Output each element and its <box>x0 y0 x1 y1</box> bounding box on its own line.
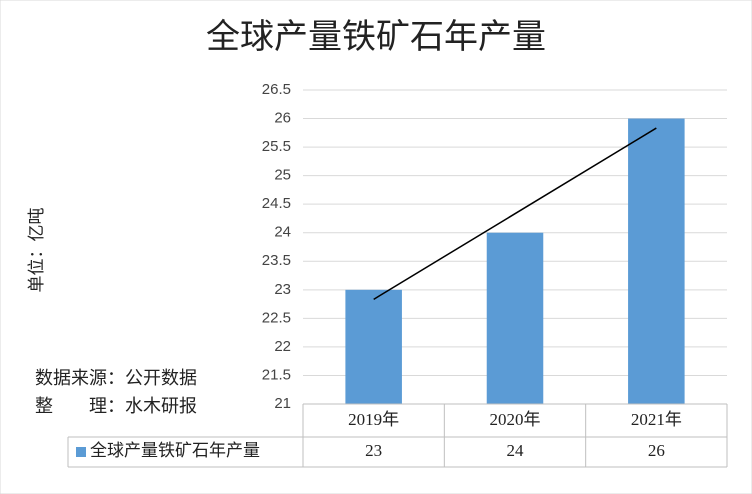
bar <box>628 118 685 404</box>
editor-note: 整 理：水木研报 <box>35 396 197 416</box>
table-value: 23 <box>365 441 382 460</box>
y-tick-label: 23 <box>274 281 291 298</box>
x-tick-label: 2019年 <box>348 410 399 429</box>
y-axis-label: 单位：亿吨 <box>27 208 46 293</box>
y-tick-label: 25.5 <box>262 138 291 155</box>
trendline <box>373 127 657 300</box>
y-tick-label: 24 <box>274 224 291 241</box>
source-note: 数据来源：公开数据 <box>35 368 197 388</box>
x-tick-label: 2020年 <box>490 410 541 429</box>
y-tick-label: 25 <box>274 167 291 184</box>
y-tick-label: 22 <box>274 338 291 355</box>
y-tick-label: 23.5 <box>262 252 291 269</box>
table-value: 26 <box>648 441 665 460</box>
legend-label: 全球产量铁矿石年产量 <box>90 441 260 460</box>
y-tick-label: 22.5 <box>262 309 291 326</box>
y-tick-label: 21 <box>274 395 291 412</box>
y-tick-label: 24.5 <box>262 195 291 212</box>
bar <box>345 289 402 404</box>
bar <box>486 232 544 404</box>
x-tick-label: 2021年 <box>631 410 682 429</box>
table-value: 24 <box>507 441 525 460</box>
y-tick-label: 26 <box>274 110 291 127</box>
y-tick-label: 26.5 <box>262 81 291 98</box>
y-tick-label: 21.5 <box>262 366 291 383</box>
legend-swatch <box>76 447 86 457</box>
chart-title: 全球产量铁矿石年产量 <box>206 18 546 56</box>
